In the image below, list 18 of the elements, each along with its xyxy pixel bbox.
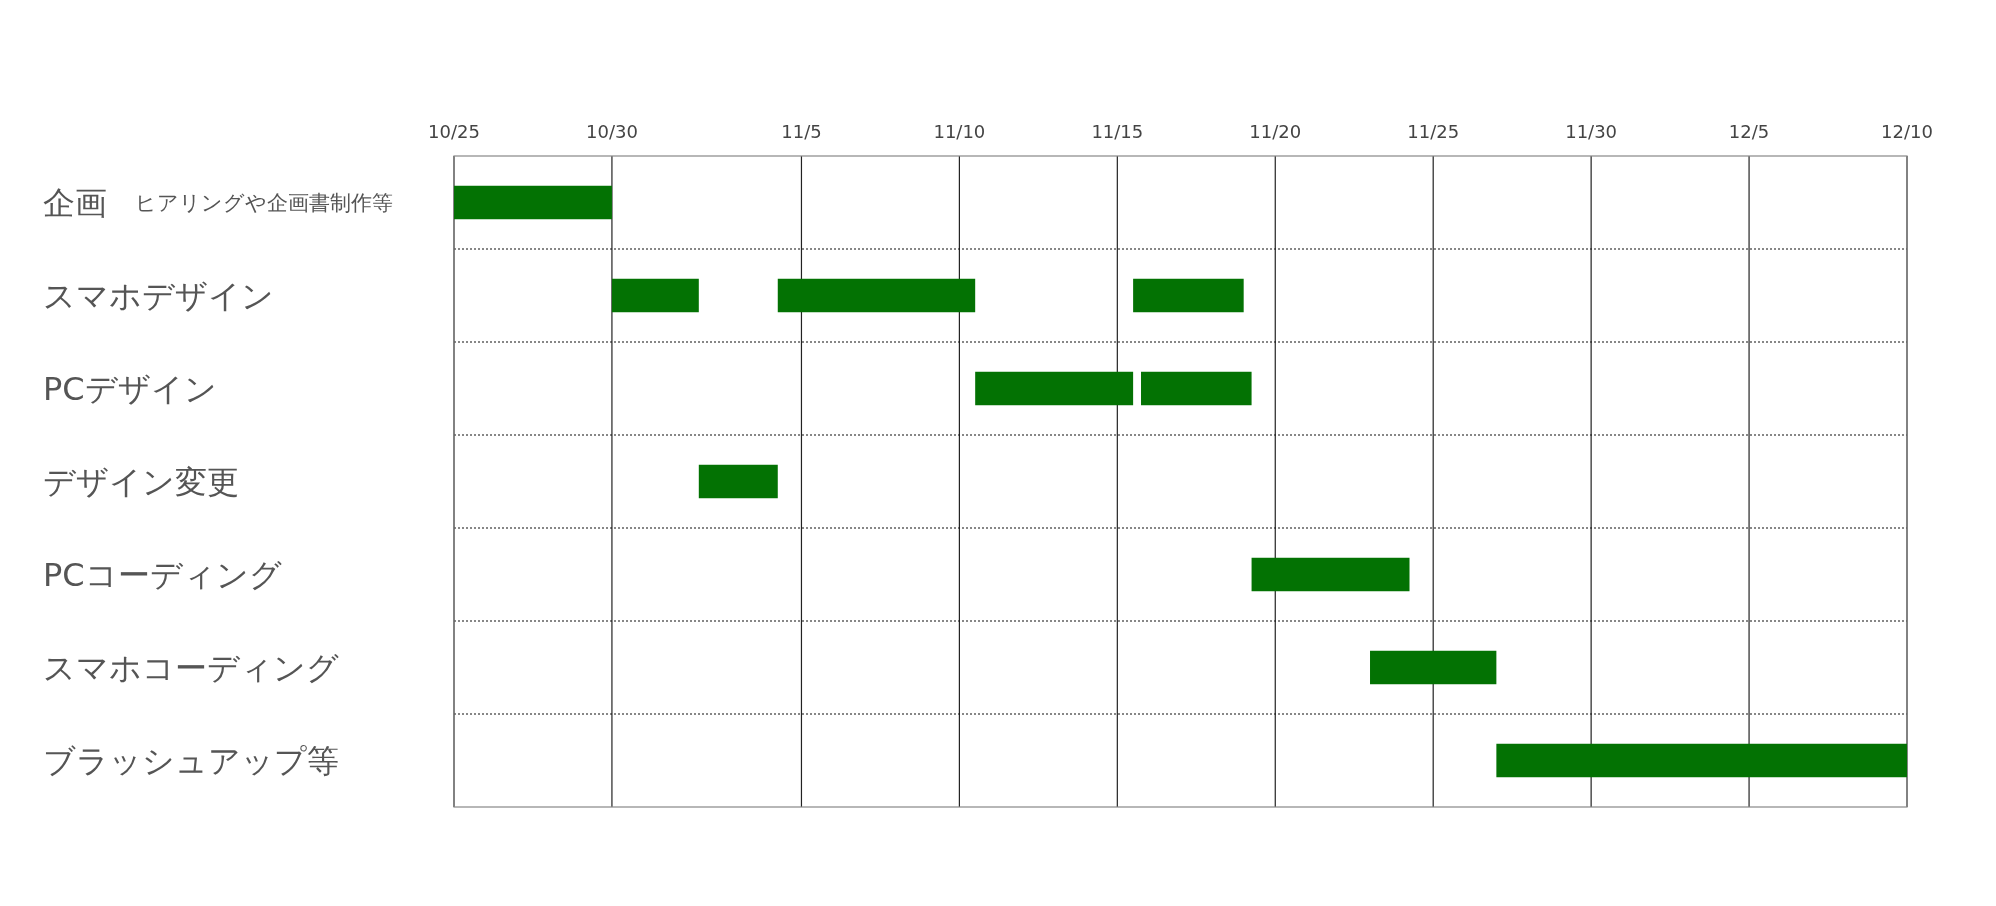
text: ヒアリングや企画書制作等 [135, 190, 393, 215]
x-tick-label: 11/25 [1407, 120, 1460, 142]
y-tick-label: スマホコーディング [43, 648, 339, 687]
x-tick-label: 12/5 [1728, 120, 1770, 142]
x-tick-label: 10/25 [428, 120, 480, 142]
y-tick-label: スマホデザイン [43, 276, 274, 315]
x-tick-label: 12/10 [1881, 120, 1933, 142]
x-tick-label: 11/30 [1565, 120, 1618, 142]
y-tick-label: 企画 [43, 183, 107, 222]
y-tick-label: PCデザイン [43, 369, 217, 408]
x-tick-label: 11/15 [1091, 120, 1144, 142]
x-tick-label: 10/30 [586, 120, 638, 142]
x-tick-label: 11/20 [1249, 120, 1302, 142]
x-tick-label: 11/10 [933, 120, 986, 142]
x-tick-label: 11/5 [781, 120, 822, 142]
y-tick-label: デザイン変更 [43, 462, 239, 501]
y-tick-label: ブラッシュアップ等 [43, 741, 339, 780]
y-tick-label: PCコーディング [43, 555, 282, 594]
